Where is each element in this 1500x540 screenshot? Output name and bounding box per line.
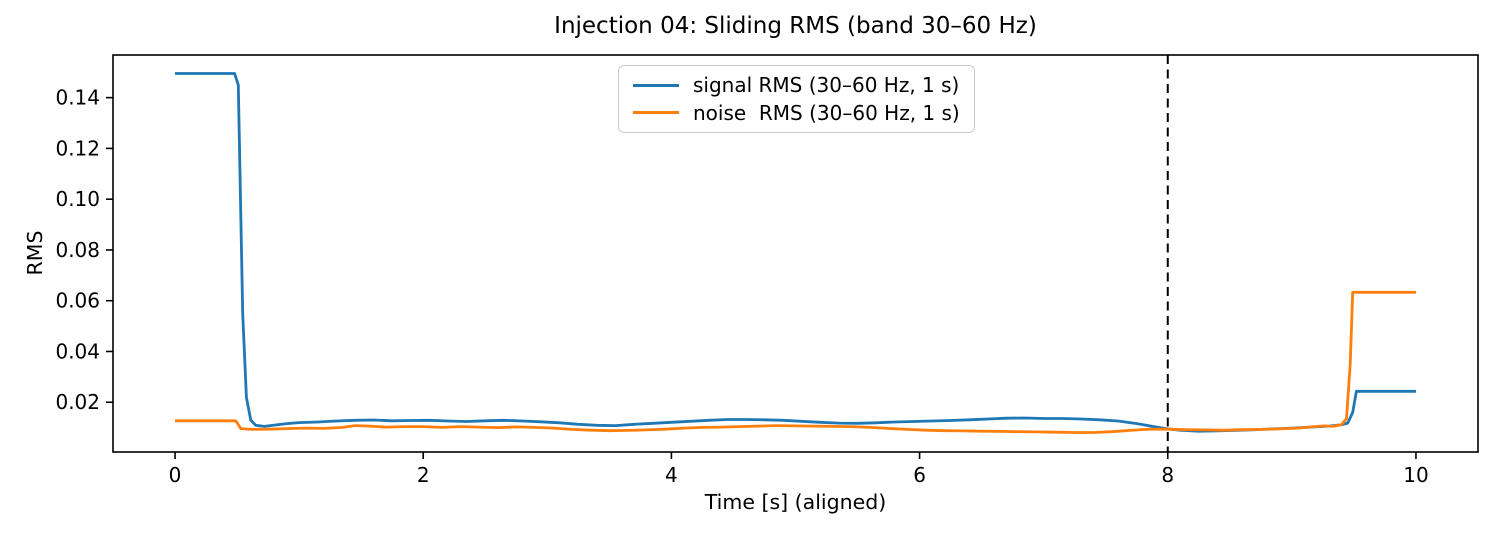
legend: signal RMS (30–60 Hz, 1 s) noise RMS (30… bbox=[618, 65, 975, 133]
y-tick-label: 0.06 bbox=[55, 289, 100, 313]
y-axis-label: RMS bbox=[23, 230, 47, 276]
x-tick-label: 2 bbox=[417, 463, 430, 487]
x-axis-label: Time [s] (aligned) bbox=[704, 490, 887, 514]
x-tick-label: 6 bbox=[913, 463, 926, 487]
legend-item-noise: noise RMS (30–60 Hz, 1 s) bbox=[629, 101, 964, 125]
y-tick-label: 0.10 bbox=[55, 187, 100, 211]
chart-title: Injection 04: Sliding RMS (band 30–60 Hz… bbox=[554, 13, 1037, 39]
plot-frame bbox=[112, 54, 1479, 453]
x-tick-label: 0 bbox=[169, 463, 182, 487]
legend-label-signal: signal RMS (30–60 Hz, 1 s) bbox=[693, 73, 960, 98]
noise-series-line bbox=[175, 290, 1416, 434]
y-tick-label: 0.14 bbox=[55, 86, 100, 110]
y-tick-label: 0.08 bbox=[55, 238, 100, 262]
y-tick-label: 0.12 bbox=[55, 136, 100, 160]
x-tick-label: 4 bbox=[665, 463, 678, 487]
y-tick-label: 0.04 bbox=[55, 339, 100, 363]
legend-line-signal-icon bbox=[633, 83, 679, 87]
x-tick-label: 10 bbox=[1403, 463, 1428, 487]
legend-item-signal: signal RMS (30–60 Hz, 1 s) bbox=[629, 73, 964, 97]
legend-label-noise: noise RMS (30–60 Hz, 1 s) bbox=[693, 100, 960, 125]
y-tick-label: 0.02 bbox=[55, 390, 100, 414]
legend-line-noise-icon bbox=[633, 111, 679, 115]
x-tick-label: 8 bbox=[1161, 463, 1174, 487]
